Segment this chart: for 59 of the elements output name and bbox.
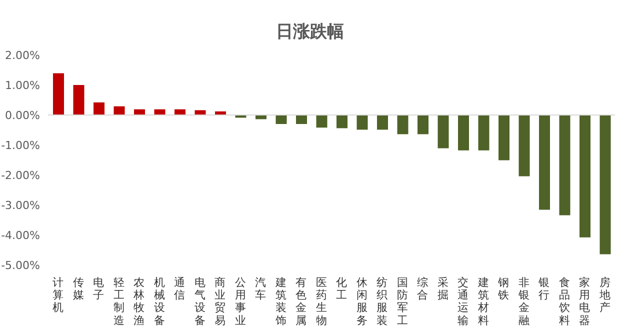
x-tick-label: 通信 [174,276,186,302]
y-tick-label: -2.00% [1,168,40,182]
x-tick-label: 钢铁 [497,276,510,302]
x-tick-label: 家用电器 [579,276,590,327]
x-tick-label: 商业贸易 [214,276,226,327]
x-tick-label: 纺织服装 [376,276,388,327]
bar [316,115,328,128]
y-tick-label: -3.00% [1,198,40,212]
bar [53,73,64,115]
y-tick-label: -1.00% [1,138,40,152]
chart-title: 日涨跌幅 [275,21,345,43]
bar [114,106,125,115]
x-tick-label: 有色金属 [296,276,307,327]
x-tick-label: 电气设备 [194,276,206,327]
bar [478,115,490,150]
x-tick-label: 计算机 [52,276,64,314]
bar [377,115,388,130]
bar [296,115,307,124]
x-tick-label: 传媒 [72,276,84,302]
bar [418,115,428,134]
bar [539,115,550,210]
x-tick-label: 农林牧渔 [132,276,145,327]
x-tick-label: 房地产 [598,276,610,314]
x-tick-label: 汽车 [255,276,266,302]
bar [498,115,510,160]
bar [94,102,104,115]
x-tick-label: 建筑装饰 [274,276,286,327]
bar [73,85,84,115]
x-tick-label: 国防军工 [396,276,408,327]
bar [458,115,469,150]
bar [559,115,570,216]
x-tick-label: 医药生物 [316,276,327,327]
x-tick-label: 电子 [93,276,104,302]
x-tick-label: 银行 [538,276,550,302]
x-tick-label: 食品饮料 [558,276,570,327]
bar [336,115,348,128]
y-tick-label: 1.00% [5,78,40,92]
y-tick-label: -5.00% [1,258,40,272]
bar [356,115,368,130]
bar [580,115,590,238]
bar [518,115,530,176]
bar [276,115,287,124]
bar [438,115,449,148]
x-tick-label: 化工 [336,276,348,302]
x-tick-label: 建筑材料 [476,276,489,327]
x-tick-label: 机械设备 [154,276,165,327]
x-tick-label: 轻工制造 [113,276,124,327]
bar [397,115,408,134]
y-tick-label: 2.00% [5,48,40,62]
x-tick-label: 公用事业 [234,276,246,327]
y-tick-label: 0.00% [5,108,40,122]
bar [600,115,611,254]
x-tick-label: 综合 [417,276,428,302]
y-tick-label: -4.00% [1,228,40,242]
x-tick-label: 休闲服务 [356,276,368,327]
x-tick-label: 交通运输 [458,276,469,327]
x-tick-label: 采掘 [437,276,448,302]
x-tick-label: 非银金融 [517,276,530,327]
bar [194,110,206,115]
